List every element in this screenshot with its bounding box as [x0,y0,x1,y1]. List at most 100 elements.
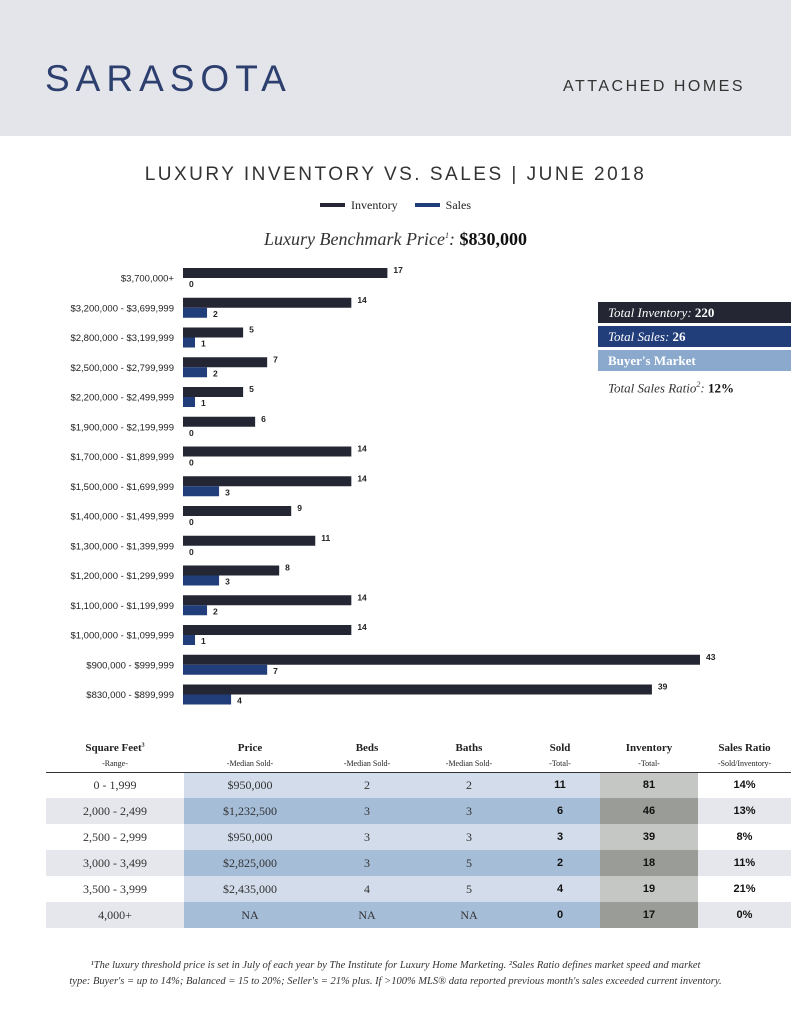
subheader-sold: -Total- [520,755,600,773]
sales-ratio-value: 12% [707,380,734,396]
benchmark-footnote-marker: 1 [444,231,449,240]
sales-bar [183,605,208,616]
inventory-value-label: 7 [273,354,278,364]
cell-inventory: 18 [600,850,698,876]
footnote: ¹The luxury threshold price is set in Ju… [40,958,751,990]
subheader-sales-ratio: -Sold/Inventory- [698,755,791,773]
cell-beds: 4 [316,876,418,902]
y-tick-label: $900,000 - $999,999 [86,660,174,671]
page-header: SARASOTA ATTACHED HOMES [0,0,791,136]
market-type-box: Buyer's Market [598,350,791,371]
sales-value-label: 7 [273,666,278,676]
cell-sold: 11 [520,772,600,798]
cell-price: $2,435,000 [184,876,316,902]
footnote-line-1: ¹The luxury threshold price is set in Ju… [90,960,701,971]
sales-bar [183,664,268,675]
cell-inventory: 81 [600,772,698,798]
cell-sold: 4 [520,876,600,902]
y-tick-label: $2,800,000 - $3,199,999 [70,333,174,344]
cell-beds: 3 [316,798,418,824]
cell-baths: 5 [418,876,520,902]
y-tick-label: $1,400,000 - $1,499,999 [70,512,174,523]
total-inventory-value: 220 [694,305,715,320]
cell-sales-ratio: 0% [698,902,791,928]
col-header-beds: Beds [355,742,379,754]
inventory-value-label: 14 [357,622,367,632]
inventory-bar [183,387,244,397]
y-tick-label: $1,300,000 - $1,399,999 [70,541,174,552]
col-header-square-feet-label: Square Feet [85,742,142,754]
benchmark-colon: : [448,229,455,249]
inventory-bar [183,506,292,516]
square-feet-footnote-marker: 3 [141,742,145,749]
cell-range: 2,500 - 2,999 [46,824,184,850]
sales-value-label: 3 [225,577,230,587]
benchmark-price: Luxury Benchmark Price1: $830,000 [0,229,791,250]
total-sales-value: 26 [672,329,686,344]
legend-item-sales: Sales [414,198,471,213]
inventory-value-label: 14 [357,473,367,483]
inventory-value-label: 14 [357,295,367,305]
table-row: 3,500 - 3,999 $2,435,000 4 5 4 19 21% [46,876,791,902]
legend-item-inventory: Inventory [320,198,398,213]
sales-value-label: 0 [189,428,194,438]
inventory-value-label: 5 [249,325,254,335]
benchmark-value: $830,000 [459,229,527,249]
sales-bar [183,337,196,348]
bar-chart: $3,700,000+ 1 7 0 $3,200,000 - $3,699,999 14 2… [70,265,715,706]
total-inventory-label: Total Inventory: [608,305,692,320]
sales-value-label: 1 [201,398,206,408]
subheader-price: -Median Sold- [184,755,316,773]
y-tick-label: $2,500,000 - $2,799,999 [70,363,174,374]
y-tick-label: $1,000,000 - $1,099,999 [70,631,174,642]
cell-baths: 3 [418,824,520,850]
sales-bar [183,397,196,407]
sales-bar [183,635,196,645]
sales-value-label: 3 [225,487,230,497]
col-header-sales-ratio: Sales Ratio [718,742,771,754]
cell-sold: 3 [520,824,600,850]
col-header-square-feet: Square Feet3 [46,741,184,755]
cell-beds: 2 [316,772,418,798]
y-tick-label: $3,700,000+ [121,274,175,285]
col-header-sold: Sold [549,742,571,754]
inventory-bar [183,357,268,368]
cell-beds: 3 [316,850,418,876]
sales-ratio-colon: : [700,380,705,396]
cell-inventory: 39 [600,824,698,850]
cell-sold: 0 [520,902,600,928]
inventory-bar [183,476,352,487]
cell-sales-ratio: 11% [698,850,791,876]
y-tick-label: $1,200,000 - $1,299,999 [70,571,174,582]
cell-sales-ratio: 13% [698,798,791,824]
sales-value-label: 1 [201,636,206,646]
cell-range: 3,500 - 3,999 [46,876,184,902]
table-row: 4,000+ NA NA NA 0 17 0% [46,902,791,928]
cell-range: 2,000 - 2,499 [46,798,184,824]
inventory-value-label: 39 [658,682,668,692]
cell-inventory: 17 [600,902,698,928]
sales-value-label: 0 [189,547,194,557]
inventory-bar [183,595,352,606]
summary-panel: Total Inventory: 220 Total Sales: 26 Buy… [598,302,791,398]
table-row: 2,000 - 2,499 $1,232,500 3 3 6 46 13% [46,798,791,824]
cell-sold: 6 [520,798,600,824]
city-title: SARASOTA [45,58,292,99]
benchmark-label: Luxury Benchmark Price [264,229,445,249]
cell-sales-ratio: 21% [698,876,791,902]
sales-value-label: 1 [201,339,206,349]
sales-ratio-box: Total Sales Ratio2: 12% [598,374,791,395]
y-tick-label: $3,200,000 - $3,699,999 [70,303,174,314]
legend-label-inventory: Inventory [351,197,398,212]
inventory-bar [183,684,652,695]
inventory-bar [183,654,700,665]
cell-baths: NA [418,902,520,928]
inventory-bar [183,625,352,635]
subheader-range: -Range- [46,755,184,773]
table-header-row: Square Feet3 Price Beds Baths Sold Inven… [46,741,791,755]
cell-baths: 5 [418,850,520,876]
cell-beds: 3 [316,824,418,850]
col-header-baths: Baths [455,742,483,754]
table-row: 3,000 - 3,499 $2,825,000 3 5 2 18 11% [46,850,791,876]
cell-beds: NA [316,902,418,928]
